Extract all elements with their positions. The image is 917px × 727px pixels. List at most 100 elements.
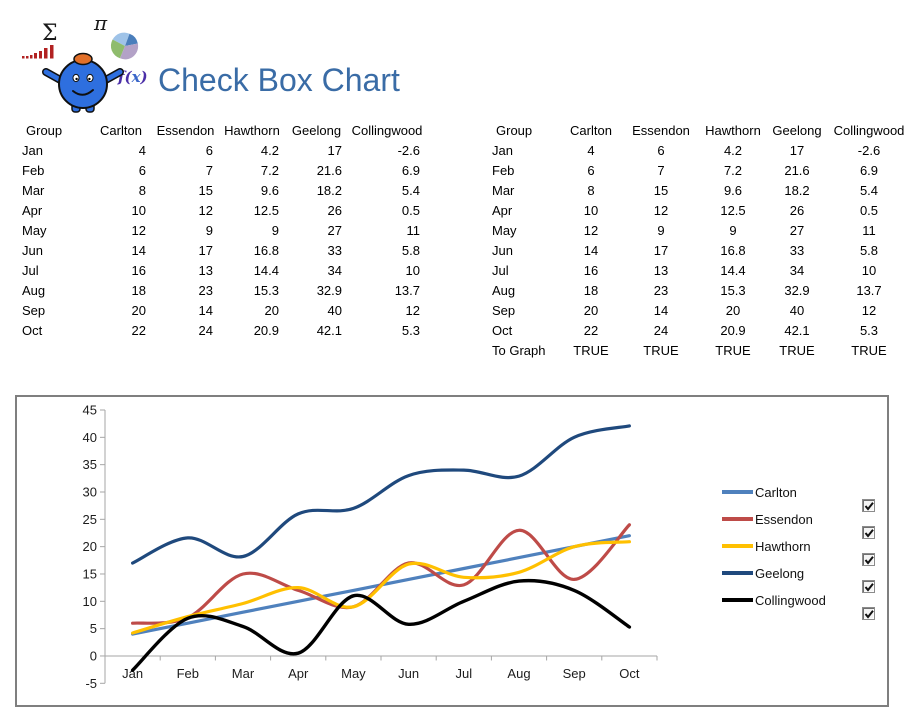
table-cell: 0.5 — [859, 203, 879, 218]
table-cell: 32.9 — [784, 283, 810, 298]
table-row: Mar 8 15 9.6 18.2 5.4 — [492, 181, 910, 201]
table-cell: 18 — [583, 283, 599, 298]
series-checkbox-essendon[interactable] — [862, 526, 875, 539]
logo-graphic: Σ π f(x) — [22, 11, 148, 113]
x-axis-tick-label: Feb — [177, 666, 199, 681]
row-label: Sep — [22, 303, 46, 318]
table-cell: 9 — [729, 223, 737, 238]
series-checkbox-geelong[interactable] — [862, 580, 875, 593]
table-cell: 9.6 — [260, 183, 279, 198]
checkmark-icon — [864, 583, 874, 592]
table-row: Sep 20 14 20 40 12 — [22, 301, 426, 321]
table-cell: 6 — [587, 163, 595, 178]
table-cell: 4 — [138, 143, 146, 158]
table-cell: 10 — [131, 203, 146, 218]
table-cell: 24 — [198, 323, 213, 338]
table-row: Jul 16 13 14.4 34 10 — [492, 261, 910, 281]
table-header-row: Group Carlton Essendon Hawthorn Geelong Colli… — [22, 121, 426, 141]
table-cell: 9 — [657, 223, 665, 238]
series-checkbox-collingwood[interactable] — [862, 607, 875, 620]
table-cell: 5.8 — [859, 243, 879, 258]
table-cell: 23 — [653, 283, 669, 298]
table-cell: 12 — [583, 223, 599, 238]
table-cell: 13 — [198, 263, 213, 278]
row-label: Sep — [492, 303, 516, 318]
table-row: Mar 8 15 9.6 18.2 5.4 — [22, 181, 426, 201]
table-cell: 6 — [657, 143, 665, 158]
table-cell: 40 — [789, 303, 805, 318]
table-cell: 17 — [653, 243, 669, 258]
y-axis-tick-label: 20 — [83, 539, 97, 554]
y-axis-tick-label: 5 — [90, 621, 97, 636]
table-cell: 15.3 — [720, 283, 746, 298]
excel-mascot-logo: Σ π f(x) — [20, 8, 158, 116]
row-label: May — [492, 223, 517, 238]
table-cell: 33 — [789, 243, 805, 258]
column-header: Carlton — [570, 123, 612, 138]
table-cell: 11 — [406, 223, 421, 238]
line-chart-svg: -5 0 5 10 15 20 25 30 35 40 45 Jan Feb Mar Apr May Jun Ju… — [83, 403, 658, 691]
table-cell: 17 — [789, 143, 805, 158]
table-row: Jul 16 13 14.4 34 10 — [22, 261, 426, 281]
legend-label: Carlton — [755, 484, 797, 500]
table-cell: 15.3 — [253, 283, 279, 298]
column-header: Essendon — [156, 123, 215, 138]
table-cell: 22 — [583, 323, 599, 338]
table-cell: 18 — [131, 283, 146, 298]
legend-swatch — [722, 517, 753, 521]
table-cell: 9.6 — [723, 183, 743, 198]
data-table-left: Group Carlton Essendon Hawthorn Geelong Colli… — [22, 121, 426, 341]
x-axis-tick-label: Mar — [232, 666, 255, 681]
table-cell: 18.2 — [784, 183, 810, 198]
table-cell: 14.4 — [253, 263, 279, 278]
table-cell: 6.9 — [401, 163, 420, 178]
table-row: Feb 6 7 7.2 21.6 6.9 — [492, 161, 910, 181]
table-cell: 21.6 — [784, 163, 810, 178]
table-cell: 42.1 — [316, 323, 342, 338]
row-label: Jul — [22, 263, 39, 278]
table-cell: 10 — [405, 263, 420, 278]
table-cell: 17 — [198, 243, 213, 258]
table-cell: 20 — [131, 303, 146, 318]
y-axis-tick-label: 30 — [83, 484, 97, 499]
pi-icon: π — [93, 11, 108, 35]
table-cell: 10 — [861, 263, 877, 278]
table-cell: 24 — [653, 323, 669, 338]
table-cell: 22 — [131, 323, 146, 338]
column-header: Essendon — [632, 123, 690, 138]
table-cell: 9 — [205, 223, 213, 238]
table-row: Oct 22 24 20.9 42.1 5.3 — [492, 321, 910, 341]
data-table-right: Group Carlton Essendon Hawthorn Geelong Colli… — [492, 121, 910, 361]
table-cell: 5.4 — [401, 183, 420, 198]
column-header: Geelong — [772, 123, 822, 138]
table-cell: -2.6 — [857, 143, 881, 158]
y-axis-tick-label: 45 — [83, 403, 97, 418]
legend-item-geelong: Geelong — [722, 564, 804, 582]
x-axis-tick-label: Oct — [619, 666, 640, 681]
table-row: Apr 10 12 12.5 26 0.5 — [22, 201, 426, 221]
row-label: Aug — [22, 283, 46, 298]
row-label: Mar — [22, 183, 45, 198]
y-axis-tick-label: 10 — [83, 594, 97, 609]
to-graph-value: TRUE — [851, 343, 887, 358]
checkmark-icon — [864, 502, 874, 511]
table-cell: -2.6 — [397, 143, 420, 158]
series-line-hawthorn — [131, 540, 631, 635]
row-label: Feb — [492, 163, 515, 178]
row-label: Jun — [22, 243, 43, 258]
table-cell: 11 — [862, 223, 876, 238]
series-line-geelong — [131, 424, 631, 565]
column-header: Collingwood — [833, 123, 905, 138]
table-cell: 14 — [198, 303, 213, 318]
table-cell: 5.3 — [859, 323, 879, 338]
table-cell: 14 — [653, 303, 669, 318]
mini-pie-chart-icon — [110, 32, 139, 60]
table-row: Jan 4 6 4.2 17 -2.6 — [492, 141, 910, 161]
table-cell: 21.6 — [316, 163, 342, 178]
legend-label: Essendon — [755, 511, 813, 527]
series-checkbox-carlton[interactable] — [862, 499, 875, 512]
series-checkbox-hawthorn[interactable] — [862, 553, 875, 566]
table-cell: 5.4 — [859, 183, 879, 198]
to-graph-label: To Graph — [492, 343, 546, 358]
table-cell: 18.2 — [316, 183, 342, 198]
